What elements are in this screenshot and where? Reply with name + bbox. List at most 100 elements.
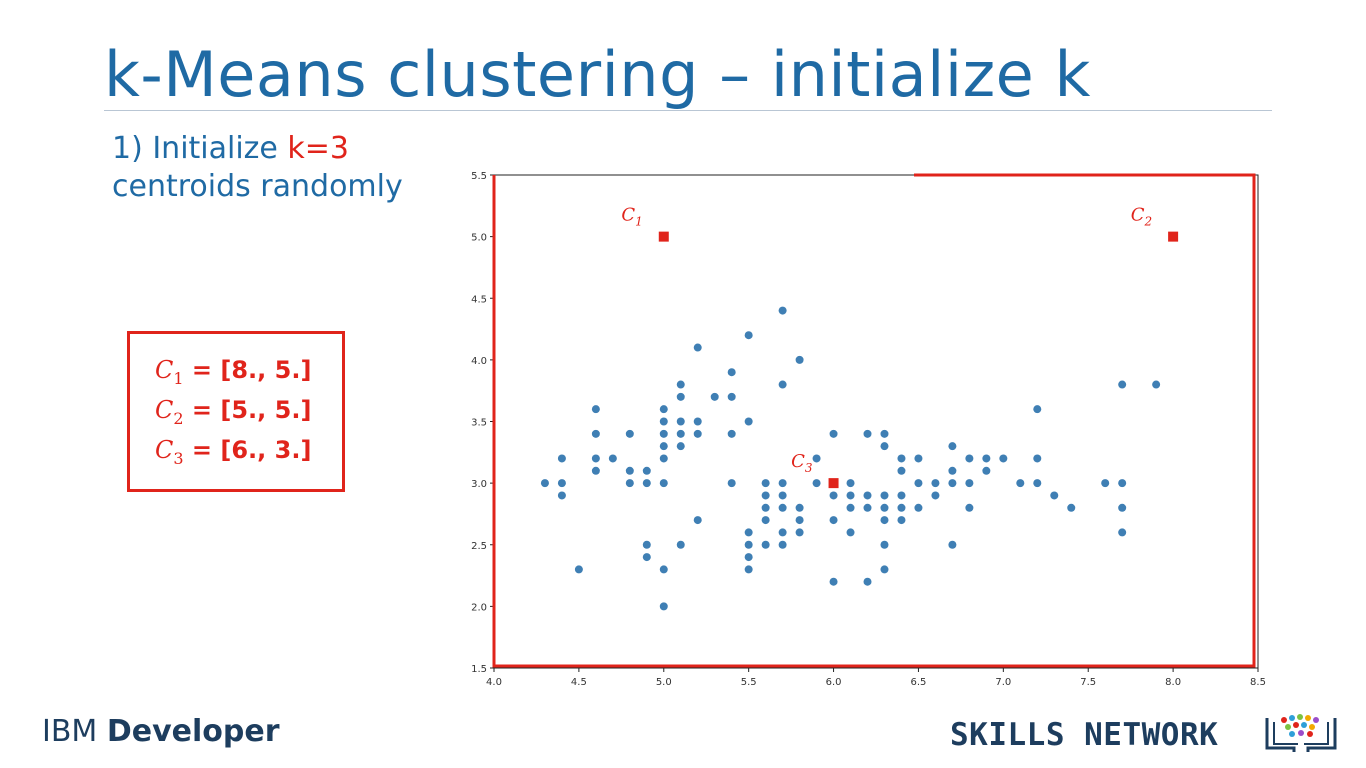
data-point [1101,479,1110,488]
data-point [914,503,923,512]
data-point [778,380,787,389]
data-point [897,466,906,475]
centroid-marker [1168,231,1179,242]
data-point [863,503,872,512]
data-point [982,454,991,463]
data-point [1016,479,1025,488]
data-point [948,540,957,549]
data-point [1152,380,1161,389]
data-point [999,454,1008,463]
y-tick-label: 2.5 [471,541,487,552]
data-point [693,417,702,426]
data-point [778,491,787,500]
data-point [659,429,668,438]
skills-network-icon [1265,714,1337,752]
data-point [795,355,804,364]
data-point [1033,405,1042,414]
data-point [795,528,804,537]
centroid-marker [658,231,669,242]
data-point [744,528,753,537]
data-point [1033,479,1042,488]
data-point [829,577,838,586]
data-point [591,454,600,463]
data-point [880,491,889,500]
data-point [795,516,804,525]
y-tick-label: 5.5 [471,171,487,182]
data-point [931,491,940,500]
data-point [846,503,855,512]
data-point [948,466,957,475]
x-tick-label: 6.5 [910,677,926,688]
data-point [948,442,957,451]
data-point [693,343,702,352]
data-point [1118,503,1127,512]
data-point [659,602,668,611]
data-point [625,429,634,438]
centroid-label: C3 [791,451,813,475]
centroid-value: = [8., 5.] [183,356,312,384]
data-point [880,540,889,549]
data-point [897,516,906,525]
y-tick-label: 5.0 [471,233,487,244]
centroid-symbol: C [155,356,174,384]
data-point [982,466,991,475]
data-point [880,429,889,438]
data-point [1118,380,1127,389]
data-point [659,454,668,463]
data-point [880,503,889,512]
data-point [965,503,974,512]
data-point [676,417,685,426]
centroid-label-subscript: 1 [635,215,643,229]
data-point [540,479,549,488]
x-tick-label: 8.0 [1165,677,1181,688]
data-point [659,417,668,426]
data-point [1118,479,1127,488]
data-point [812,479,821,488]
subtitle-k-value: k=3 [287,131,350,166]
slide-subtitle: 1) Initialize k=3 centroids randomly [112,130,403,206]
data-point [761,491,770,500]
data-point [897,503,906,512]
centroid-label: C1 [621,205,642,229]
centroid-symbol: C [155,436,174,464]
data-point [778,306,787,315]
data-point [812,454,821,463]
data-point [846,528,855,537]
plot-frame [493,174,1259,669]
data-point [693,429,702,438]
data-point [625,466,634,475]
data-point [676,540,685,549]
centroid-line-2: C2 = [5., 5.] [155,396,311,428]
data-point [608,454,617,463]
skills-network-logo: SKILLS NETWORK [950,717,1219,753]
centroid-value: = [5., 5.] [183,396,312,424]
data-point [761,503,770,512]
data-point [1033,454,1042,463]
data-point [1067,503,1076,512]
x-tick-label: 5.0 [656,677,672,688]
ibm-developer-logo: IBM Developer [42,714,280,749]
y-tick-label: 3.0 [471,479,487,490]
data-point [557,479,566,488]
data-point [727,429,736,438]
data-point [557,454,566,463]
data-point [778,540,787,549]
data-point [693,516,702,525]
data-point [727,479,736,488]
data-point [965,454,974,463]
x-tick-label: 8.5 [1250,677,1266,688]
subtitle-text: 1) Initialize [112,131,288,166]
data-point [710,392,719,401]
data-point [744,565,753,574]
data-point [880,565,889,574]
data-point [744,331,753,340]
data-point [1118,528,1127,537]
centroid-values-box: C1 = [8., 5.] C2 = [5., 5.] C3 = [6., 3.… [127,331,345,492]
data-point [676,392,685,401]
data-point [642,466,651,475]
centroid-subscript: 2 [173,408,184,428]
y-tick-label: 1.5 [471,664,487,675]
data-point [659,565,668,574]
y-tick-label: 3.5 [471,418,487,429]
data-point [778,528,787,537]
